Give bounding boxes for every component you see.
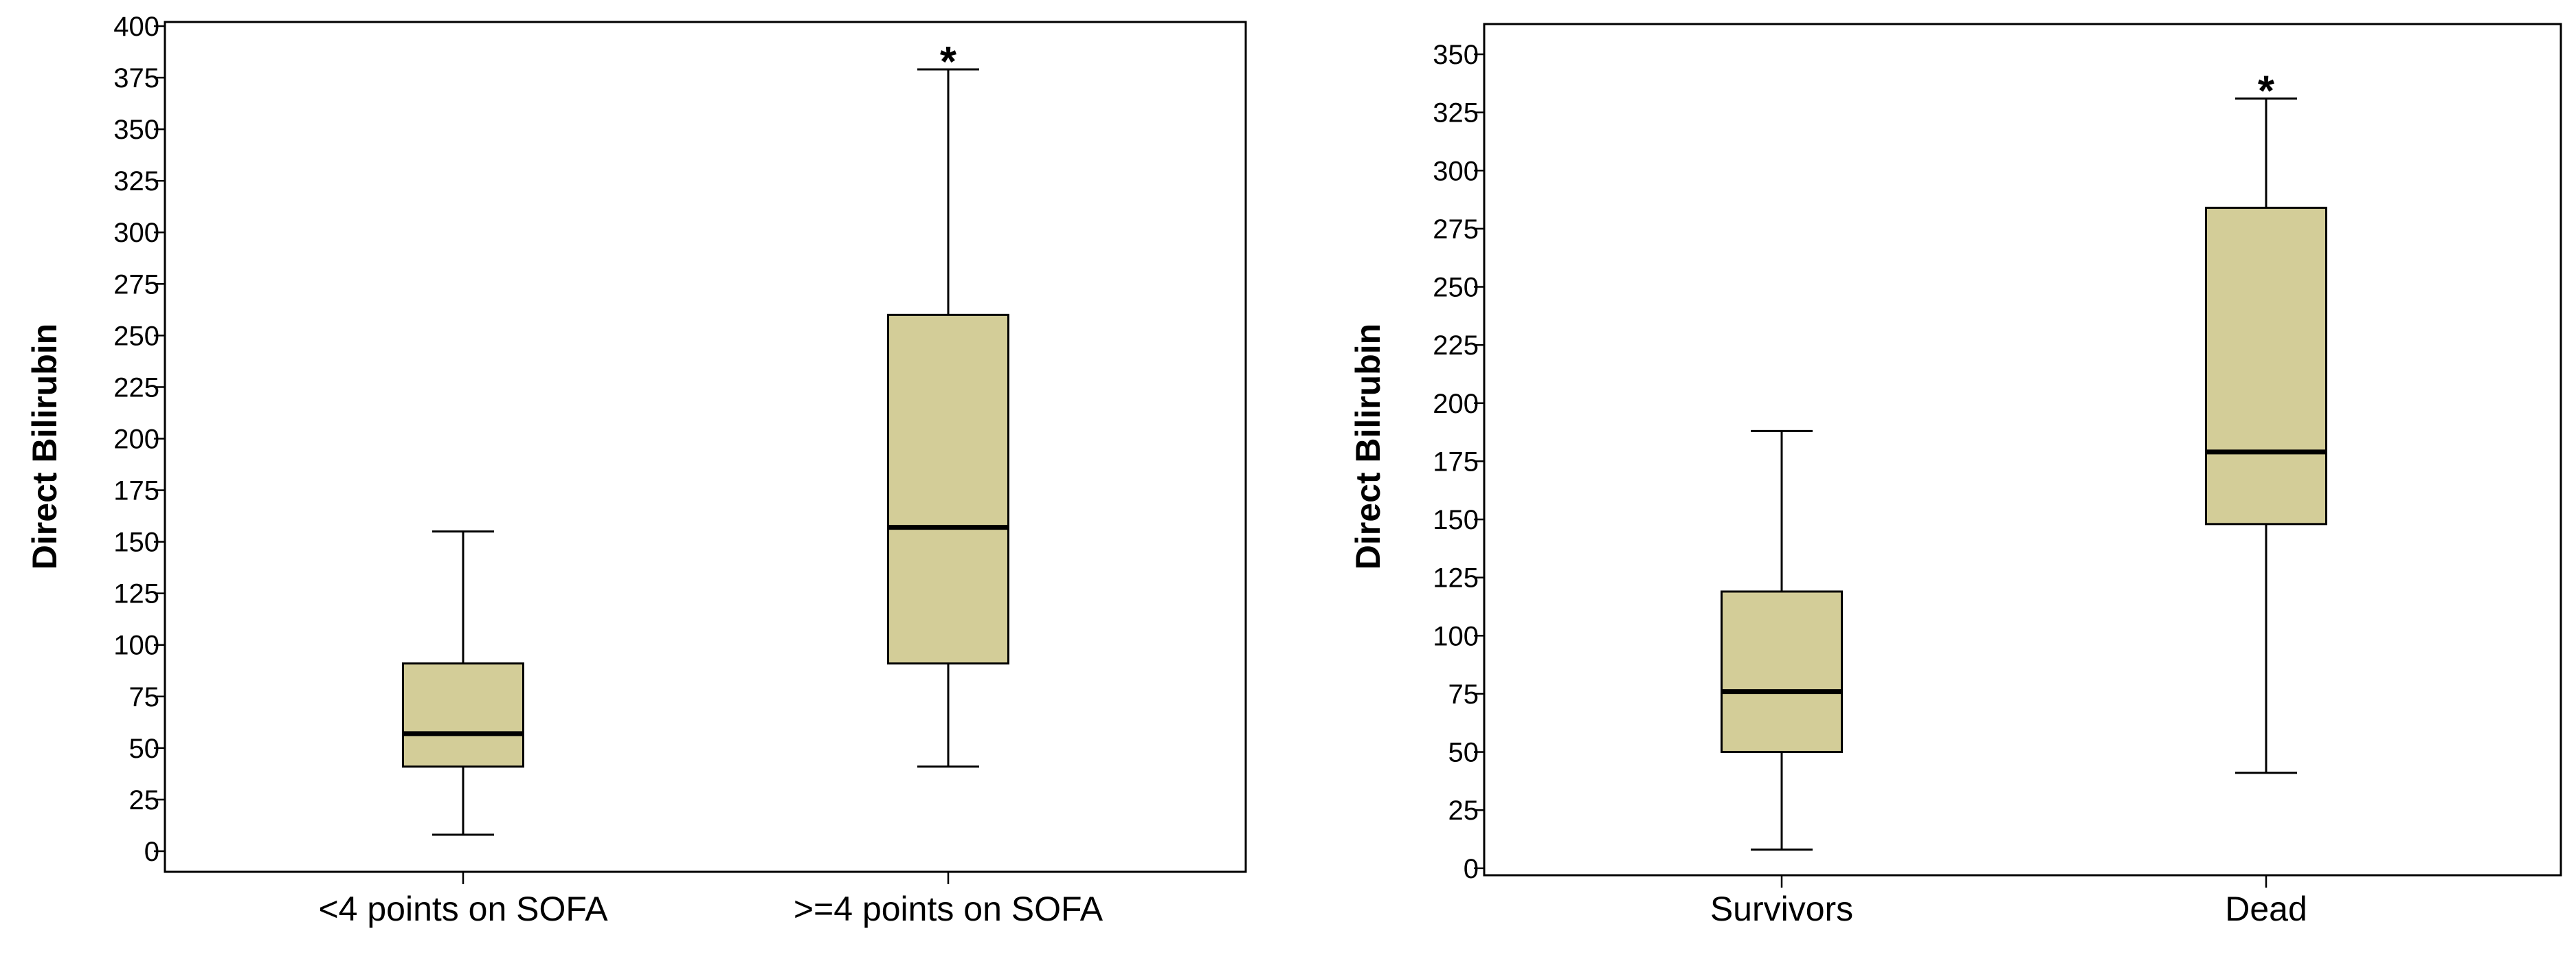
- y-tick-label: 150: [1433, 505, 1479, 535]
- y-tick-label: 125: [1433, 563, 1479, 594]
- y-tick-label: 350: [1433, 40, 1479, 70]
- y-tick-label: 300: [113, 218, 159, 248]
- y-tick-label: 200: [1433, 389, 1479, 419]
- box-2: [2205, 97, 2327, 774]
- significance-star: *: [2258, 67, 2275, 115]
- x-tick-label: Survivors: [1710, 890, 1853, 928]
- iqr-box: [1721, 590, 1843, 754]
- chart-panel-1: 0 25 50 75 100 125 150 175 200 225 250 275 300 325 350…: [25, 12, 1247, 928]
- box-2: [887, 68, 1009, 768]
- y-tick-label: 250: [113, 321, 159, 351]
- y-tick-label: 0: [144, 837, 159, 867]
- y-tick-label: 25: [129, 785, 160, 815]
- y-tick-label: 25: [1448, 796, 1479, 826]
- plot-frame: [1483, 23, 2562, 877]
- y-tick-label: 275: [1433, 214, 1479, 245]
- iqr-box: [2205, 206, 2327, 526]
- y-axis-label: Direct Bilirubin: [25, 324, 64, 570]
- y-tick-label: 200: [113, 424, 159, 454]
- box-1: [402, 530, 524, 836]
- chart-panel-2: 0 25 50 75 100 125 150 175 200 225 250 275 300 325 350…: [1349, 23, 2562, 928]
- y-tick-label: 100: [1433, 621, 1479, 651]
- y-tick-label: 175: [113, 476, 159, 506]
- y-tick-label: 175: [1433, 447, 1479, 477]
- y-tick-label: 150: [113, 528, 159, 558]
- y-tick-label: 250: [1433, 273, 1479, 303]
- y-tick-label: 275: [113, 269, 159, 300]
- y-tick-label: 0: [1464, 854, 1479, 884]
- y-tick-label: 100: [113, 631, 159, 661]
- iqr-box: [402, 662, 524, 768]
- y-axis-label: Direct Bilirubin: [1349, 324, 1387, 570]
- x-tick-label: >=4 points on SOFA: [794, 890, 1104, 928]
- plot-frame: [164, 21, 1247, 873]
- y-tick-label: 325: [1433, 98, 1479, 128]
- x-tick-label: <4 points on SOFA: [318, 890, 608, 928]
- y-tick-label: 300: [1433, 156, 1479, 186]
- y-tick-label: 400: [113, 12, 159, 42]
- x-tick-label: Dead: [2225, 890, 2307, 928]
- y-tick-label: 375: [113, 63, 159, 93]
- y-tick-label: 225: [113, 372, 159, 403]
- y-tick-label: 225: [1433, 330, 1479, 361]
- y-tick-label: 325: [113, 166, 159, 196]
- iqr-box: [887, 313, 1009, 665]
- y-tick-label: 125: [113, 579, 159, 609]
- y-tick-label: 350: [113, 115, 159, 145]
- y-tick-label: 75: [1448, 679, 1479, 710]
- y-tick-label: 50: [1448, 738, 1479, 768]
- significance-star: *: [940, 38, 957, 86]
- y-tick-label: 50: [129, 734, 160, 764]
- y-tick-label: 75: [129, 682, 160, 712]
- box-1: [1721, 429, 1843, 851]
